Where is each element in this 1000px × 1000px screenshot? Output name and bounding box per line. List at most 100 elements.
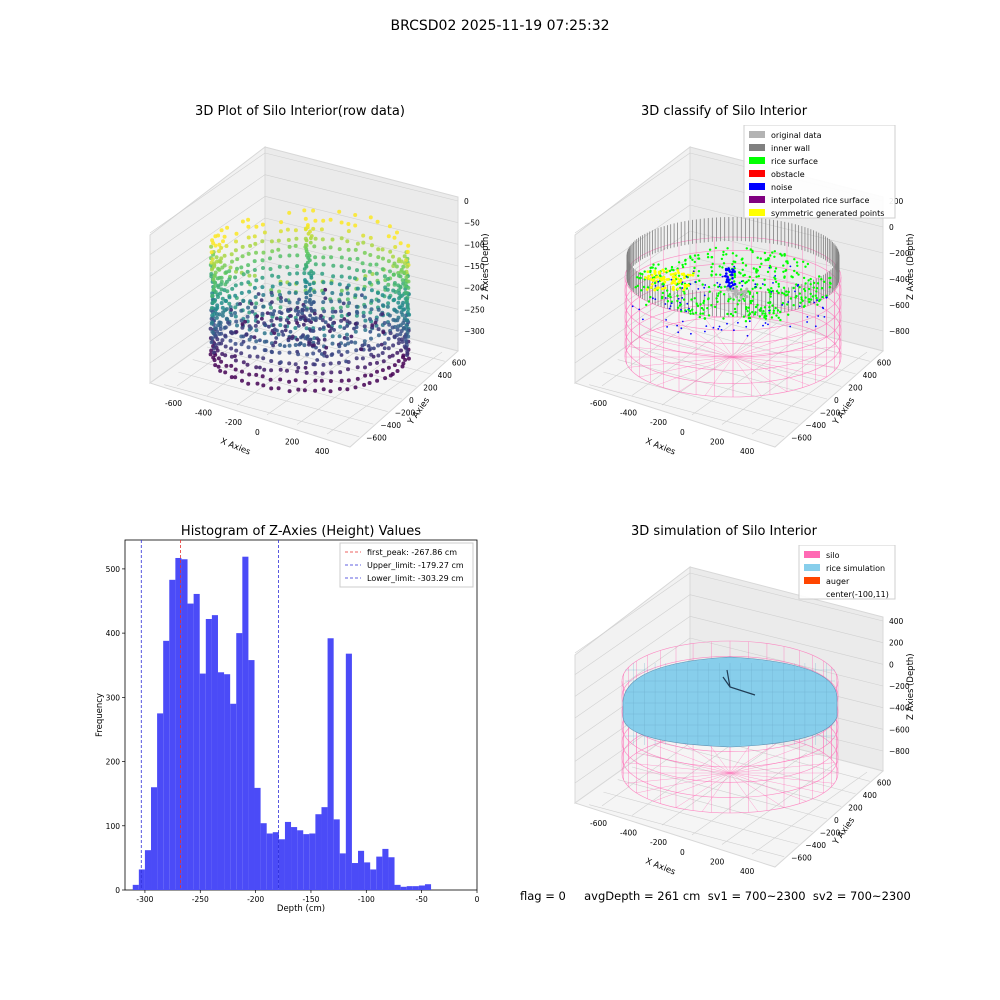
data-point (392, 334, 397, 339)
original-point (735, 290, 738, 294)
symmetric-point (672, 272, 675, 276)
data-point (337, 282, 342, 287)
data-point (279, 360, 283, 365)
original-point (728, 295, 731, 299)
data-point (382, 274, 387, 279)
data-point (304, 295, 309, 300)
data-point (368, 317, 372, 322)
data-point (248, 243, 253, 248)
data-point (322, 246, 327, 251)
silo-wire (732, 356, 838, 368)
rice-surface-point (761, 312, 764, 315)
data-point (406, 356, 411, 361)
rice-surface-point (809, 277, 812, 281)
data-point (333, 309, 338, 314)
symmetric-point (674, 272, 677, 275)
noise-point (685, 276, 688, 278)
rice-surface-point (763, 278, 766, 281)
rice-surface-point (801, 299, 804, 303)
data-point (328, 317, 333, 321)
data-point (229, 252, 234, 257)
data-point (272, 309, 277, 313)
rice-surface-point (684, 262, 687, 266)
data-point (216, 285, 221, 290)
data-point (363, 304, 367, 309)
silo-wire (732, 356, 810, 386)
noise-point (813, 301, 816, 304)
symmetric-point (676, 287, 680, 291)
rice-surface-point (767, 257, 770, 260)
rice-surface-point (748, 275, 751, 279)
rice-surface-point (747, 306, 750, 309)
x-axis-label: X Axies (644, 437, 677, 458)
noise-point (774, 275, 777, 277)
legend-swatch (804, 564, 820, 571)
rice-surface-point (738, 299, 741, 302)
rice-surface-point (798, 292, 801, 295)
noise-point (729, 285, 733, 288)
noise-point (797, 283, 800, 286)
silo-wire (729, 772, 759, 812)
data-point (363, 373, 368, 378)
data-point (362, 277, 367, 281)
data-point (271, 323, 276, 327)
rice-surface-point (809, 283, 812, 286)
noise-point (689, 283, 692, 286)
rice-surface-point (710, 266, 713, 269)
data-point (320, 237, 325, 242)
data-point (234, 231, 239, 236)
data-point (321, 362, 326, 367)
noise-point (676, 324, 678, 327)
data-point (296, 365, 301, 370)
data-point (279, 311, 284, 315)
noise-point (680, 308, 682, 311)
noise-point (665, 319, 667, 321)
data-point (361, 240, 366, 245)
data-point (359, 347, 363, 351)
data-point (241, 272, 246, 277)
rice-surface-point (679, 286, 682, 289)
rice-surface-point (777, 291, 780, 295)
noise-point (681, 281, 684, 284)
data-point (287, 300, 292, 305)
data-point (212, 346, 217, 351)
rice-surface-point (701, 283, 704, 286)
data-point (260, 275, 265, 280)
data-point (278, 305, 283, 310)
data-point (319, 314, 323, 318)
legend-label: Lower_limit: -303.29 cm (367, 574, 464, 583)
data-point (353, 213, 358, 217)
y-ticks: 0 100 200 300 400 500 (106, 565, 125, 895)
reference-lines (140, 540, 279, 890)
data-point (288, 329, 293, 334)
rice-surface-point (707, 285, 711, 289)
data-point (330, 352, 335, 356)
data-point (345, 332, 349, 337)
data-point (307, 282, 312, 287)
data-point (346, 341, 351, 346)
data-point (400, 339, 405, 344)
x-tick-label: 200 (285, 438, 300, 447)
rice-surface-point (666, 300, 670, 303)
data-point (287, 271, 292, 276)
data-point (263, 348, 268, 353)
data-point (346, 222, 351, 226)
rice-surface-point (720, 286, 723, 289)
rice-surface-point (661, 291, 665, 295)
data-point (329, 255, 334, 260)
data-point (268, 267, 273, 271)
z-tick-labels: 200 0 −200 −400 −600 −800 (889, 197, 910, 336)
data-point (307, 341, 312, 346)
data-point (369, 298, 374, 303)
data-point (309, 236, 313, 241)
data-point (347, 275, 352, 280)
rice-surface-point (649, 270, 652, 274)
rice-surface-point (782, 270, 785, 273)
rice-surface-point (677, 261, 681, 264)
data-point (361, 269, 366, 273)
x-tick-label: -100 (358, 895, 375, 904)
data-point (239, 291, 244, 295)
data-point (312, 290, 317, 295)
y-tick-label: 400 (438, 371, 453, 380)
rice-surface-point (720, 257, 724, 261)
